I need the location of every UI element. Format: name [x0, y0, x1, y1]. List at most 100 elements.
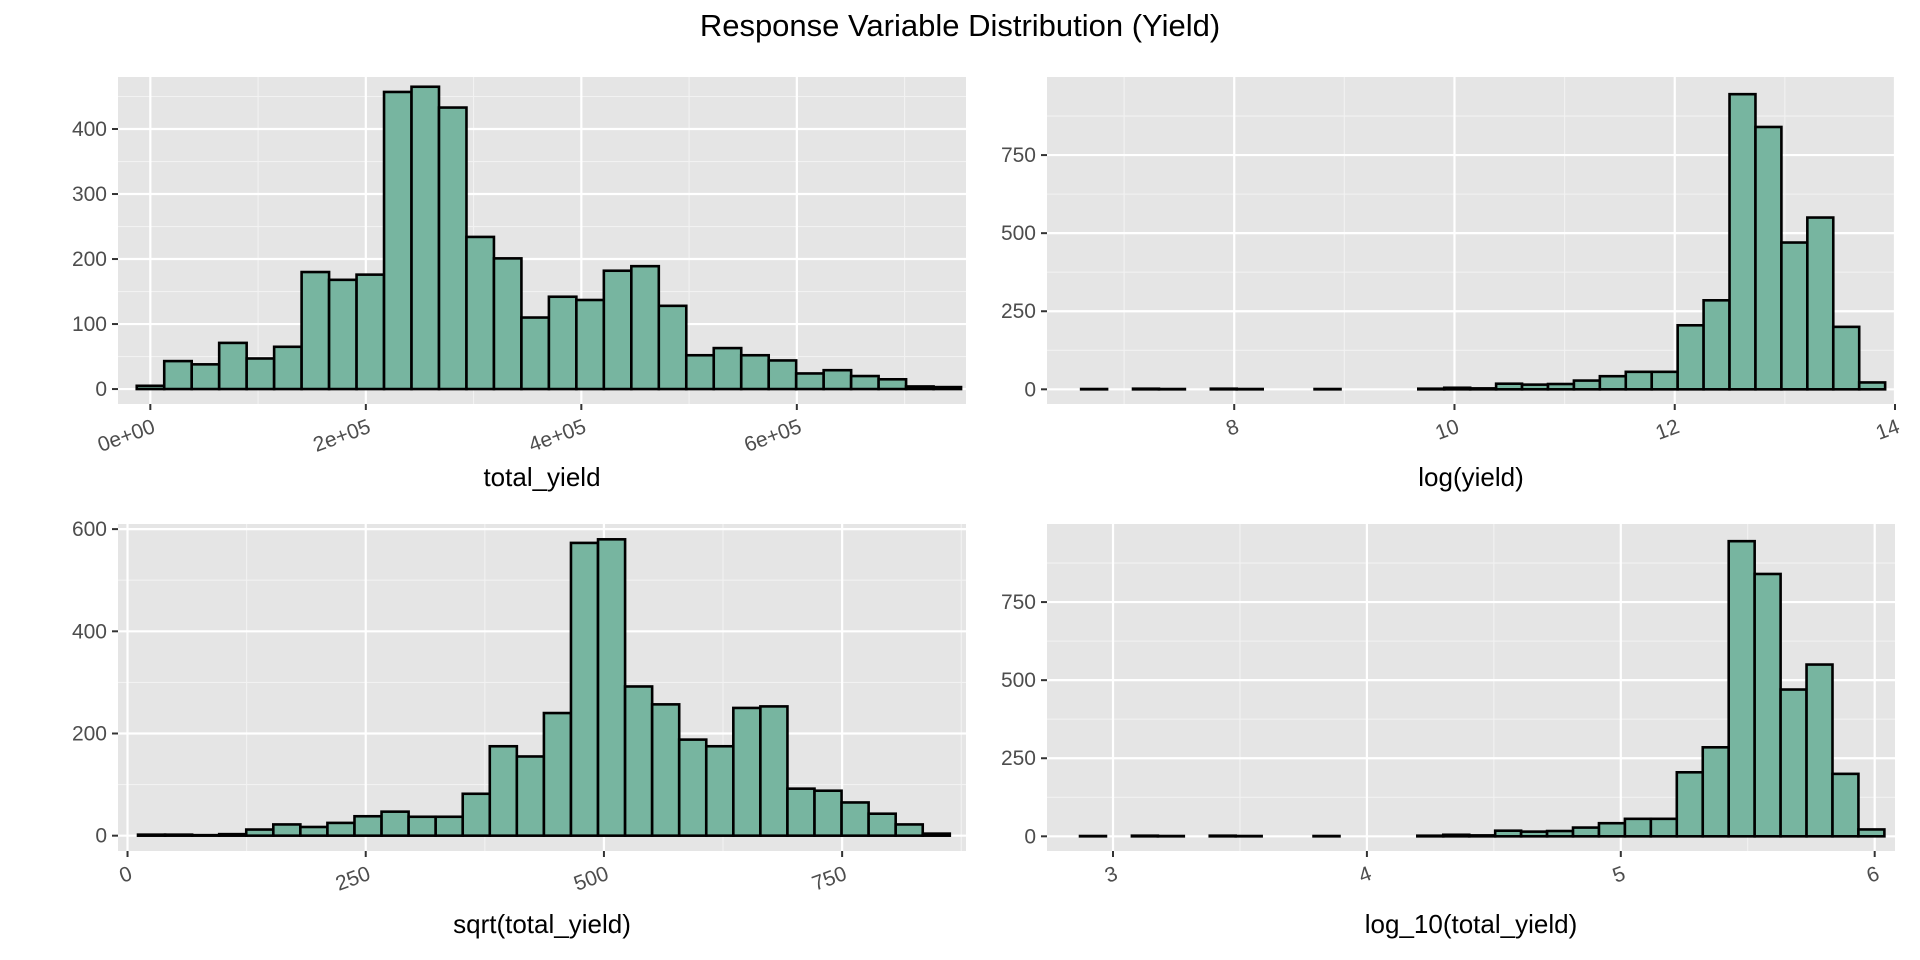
histogram-bar [822, 368, 853, 391]
panel-1: 0 100 200 300 400 0e+00 2e+05 4e+05 6e+05 total_y… [72, 77, 966, 492]
histogram-bar [1831, 772, 1860, 838]
y-tick-label: 0 [1024, 378, 1036, 401]
histogram-bar [1494, 382, 1524, 391]
histogram-bar [840, 801, 870, 837]
y-tick-label: 250 [1001, 300, 1036, 323]
histogram-bar [759, 705, 789, 837]
histogram-bar [1701, 746, 1731, 838]
histogram-bar [327, 278, 358, 391]
histogram-bar [786, 787, 816, 837]
histogram-bar [520, 316, 551, 391]
histogram-bar [1779, 688, 1808, 838]
histogram-bar [1572, 379, 1602, 391]
x-axis-title: log_10(total_yield) [1365, 909, 1577, 939]
histogram-bar [1546, 382, 1576, 391]
y-tick-label: 250 [1001, 747, 1036, 770]
x-tick-label: 8 [1223, 415, 1242, 441]
histogram-bar [1441, 833, 1471, 838]
histogram-bar [575, 298, 606, 391]
histogram-bar [1831, 325, 1861, 391]
histogram-bar [1442, 386, 1472, 391]
x-tick-label: 750 [809, 862, 850, 896]
histogram-bar [1806, 216, 1835, 391]
x-tick-label: 2e+05 [310, 415, 373, 457]
histogram-bar [355, 273, 386, 391]
panel-2: 0 250 500 750 8 10 12 14 log(yield) [1001, 77, 1903, 492]
x-axis-title: total_yield [483, 462, 600, 492]
histogram-bar [300, 270, 331, 391]
histogram-bar [894, 823, 925, 837]
histogram-bar [630, 264, 661, 391]
histogram-bar [244, 828, 275, 837]
histogram-bar [704, 744, 735, 837]
y-tick-label: 750 [1001, 591, 1036, 614]
x-tick-label: 4 [1356, 862, 1375, 888]
histogram-bar [732, 706, 762, 837]
histogram-bar [932, 385, 963, 391]
histogram-bar [1624, 370, 1654, 391]
x-tick-label: 0 [116, 862, 135, 888]
x-tick-label: 14 [1873, 415, 1903, 445]
y-tick-label: 600 [72, 518, 107, 541]
y-tick-label: 300 [72, 183, 107, 206]
histogram-bar [542, 711, 573, 837]
histogram-bar [1857, 381, 1887, 391]
y-tick-label: 100 [72, 313, 107, 336]
x-tick-label: 12 [1653, 415, 1683, 445]
histogram-bar [1702, 299, 1731, 391]
histogram-bar [767, 359, 798, 391]
x-tick-label: 6 [1864, 862, 1883, 888]
histogram-bar [136, 833, 167, 837]
histogram-bar [712, 346, 743, 391]
histogram-bar [1208, 834, 1237, 838]
histogram-bar [465, 235, 496, 391]
histogram-bar [1728, 92, 1757, 391]
x-tick-label: 3 [1102, 862, 1121, 888]
histogram-bar [1857, 828, 1886, 838]
histogram-bar [1467, 834, 1497, 838]
histogram-bar [1727, 539, 1756, 838]
histogram-bar [1780, 241, 1809, 391]
histogram-bar [677, 738, 708, 837]
histogram-bar [813, 789, 843, 837]
y-tick-label: 500 [1001, 669, 1036, 692]
y-tick-label: 200 [72, 722, 107, 745]
panel-4: 0 250 500 750 3 4 5 6 log_10(total_yield) [1001, 524, 1895, 939]
x-tick-label: 10 [1432, 415, 1462, 445]
histogram-bar [1649, 817, 1679, 838]
histogram-bar [190, 833, 221, 837]
y-tick-label: 0 [95, 378, 107, 401]
histogram-bar [657, 304, 688, 391]
histogram-bar [684, 353, 716, 391]
histogram-bar [739, 353, 771, 391]
histogram-bar [1493, 829, 1523, 838]
chart-title: Response Variable Distribution (Yield) [699, 8, 1221, 43]
x-tick-label: 4e+05 [526, 415, 589, 457]
x-tick-label: 0e+00 [95, 415, 158, 457]
histogram-bar [650, 703, 681, 837]
y-tick-label: 750 [1001, 144, 1036, 167]
histogram-bar [1468, 387, 1498, 391]
histogram-bar [904, 385, 935, 391]
histogram-bar [1209, 387, 1239, 391]
histogram-bar [1130, 834, 1160, 838]
histogram-bar [515, 755, 546, 837]
histogram-bar [380, 810, 410, 837]
histogram-bar [272, 345, 303, 391]
histogram-bar [1676, 323, 1705, 391]
x-tick-label: 5 [1610, 862, 1629, 888]
histogram-bar [1598, 374, 1628, 391]
histogram-bar [1545, 829, 1575, 838]
y-tick-label: 400 [72, 118, 107, 141]
histogram-bar [382, 90, 413, 391]
histogram-bar [1416, 834, 1445, 838]
histogram-bar [217, 341, 248, 391]
histogram-bar [794, 372, 825, 391]
histogram-bar [437, 106, 468, 391]
histogram-bar [1805, 663, 1834, 838]
y-tick-label: 0 [1024, 825, 1036, 848]
y-tick-label: 400 [72, 620, 107, 643]
histogram-bar [217, 832, 248, 837]
histogram-bar [596, 538, 627, 837]
